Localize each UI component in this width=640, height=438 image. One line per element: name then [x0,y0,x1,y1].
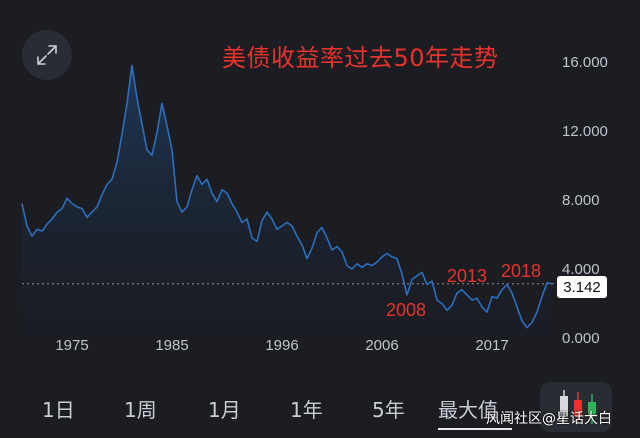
tab-1-day[interactable]: 1日 [42,398,75,422]
x-tick-label: 2017 [475,337,508,354]
yield-chart[interactable]: 16.000 12.000 8.000 4.000 0.000 1975 1985 1996… [0,0,640,370]
chart-type-button[interactable] [540,382,612,432]
x-tick-label: 2006 [365,337,398,354]
y-tick-label: 4.000 [562,261,600,278]
tab-max[interactable]: 最大值 [438,398,498,422]
y-tick-label: 16.000 [562,54,608,71]
annotation-2018: 2018 [501,261,542,281]
series-area [22,65,552,341]
active-tab-underline [438,428,512,430]
tab-5-year[interactable]: 5年 [372,398,405,422]
series-line [21,64,553,329]
y-tick-label: 12.000 [562,123,608,140]
tab-1-week[interactable]: 1周 [124,398,157,422]
y-tick-label: 0.000 [562,330,600,347]
tab-1-month[interactable]: 1月 [208,398,241,422]
current-value-label: 3.142 [557,276,607,298]
tab-1-year[interactable]: 1年 [290,398,323,422]
expand-icon [37,45,57,65]
y-tick-label: 8.000 [562,192,600,209]
timeframe-tabs: 1日 1周 1月 1年 5年 最大值 [0,380,640,438]
chart-title: 美债收益率过去50年走势 [222,44,499,72]
annotation-2008: 2008 [386,300,427,320]
candlestick-icon [560,390,596,424]
annotation-2013: 2013 [447,266,488,286]
x-tick-label: 1996 [265,337,298,354]
x-tick-label: 1985 [155,337,188,354]
fullscreen-button[interactable] [22,30,72,80]
watermark: 风闻社区@星话大白 [486,411,612,427]
x-tick-label: 1975 [55,337,88,354]
